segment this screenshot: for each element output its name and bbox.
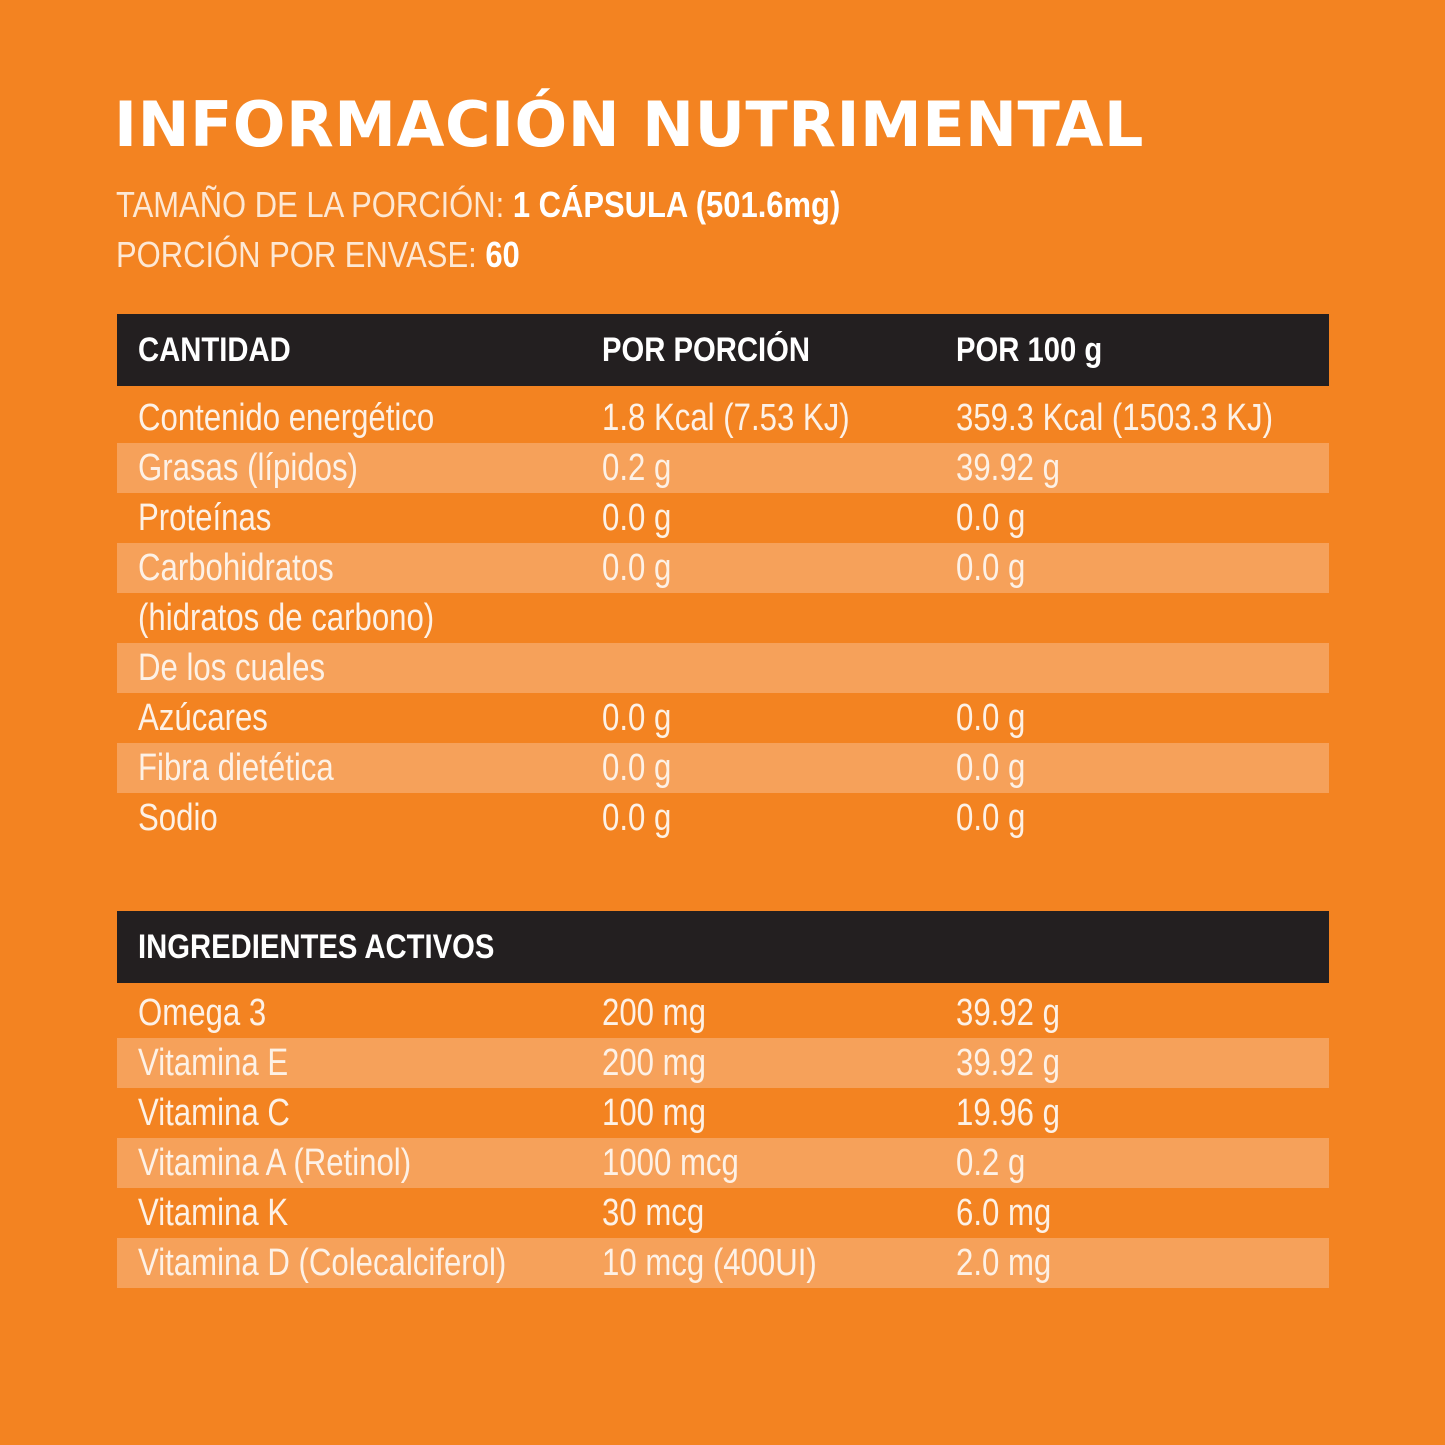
active-ingredient-row: Vitamina D (Colecalciferol) 10 mcg (400UI… <box>117 1238 1329 1288</box>
row-per-serving: 200 mg <box>602 1042 706 1084</box>
row-per-100g: 0.0 g <box>956 497 1026 539</box>
row-per-100g: 0.0 g <box>956 747 1026 789</box>
nutrition-row: Fibra dietética 0.0 g 0.0 g <box>117 743 1329 793</box>
servings-per-container-value: 60 <box>485 234 520 275</box>
row-per-serving: 0.0 g <box>602 747 672 789</box>
row-per-100g: 0.0 g <box>956 797 1026 839</box>
row-per-serving: 10 mcg (400UI) <box>602 1242 817 1284</box>
nutrition-row: (hidratos de carbono) <box>117 593 1329 643</box>
servings-per-container: PORCIÓN POR ENVASE: 60 <box>116 233 520 277</box>
page-title: INFORMACIÓN NUTRIMENTAL <box>114 88 1144 161</box>
row-label: Fibra dietética <box>138 747 334 789</box>
active-ingredients-header: INGREDIENTES ACTIVOS <box>117 911 1329 983</box>
active-ingredients-title: INGREDIENTES ACTIVOS <box>138 928 495 966</box>
serving-size-value: 1 CÁPSULA (501.6mg) <box>512 184 841 225</box>
row-per-serving: 0.0 g <box>602 497 672 539</box>
active-ingredients-table: INGREDIENTES ACTIVOS Omega 3 200 mg 39.92 … <box>117 911 1329 1288</box>
row-per-100g: 0.2 g <box>956 1142 1026 1184</box>
row-per-100g: 39.92 g <box>956 992 1060 1034</box>
serving-size: TAMAÑO DE LA PORCIÓN: 1 CÁPSULA (501.6mg… <box>116 183 840 227</box>
nutrition-table: CANTIDAD POR PORCIÓN POR 100 g Contenido… <box>117 314 1329 843</box>
row-per-serving: 0.0 g <box>602 697 672 739</box>
column-header-por-porcion: POR PORCIÓN <box>602 331 810 369</box>
row-per-100g: 0.0 g <box>956 697 1026 739</box>
column-header-por-100g: POR 100 g <box>956 331 1103 369</box>
row-label: Omega 3 <box>138 992 267 1034</box>
row-per-serving: 0.0 g <box>602 547 672 589</box>
active-ingredients-body: Omega 3 200 mg 39.92 g Vitamina E 200 mg 39.9… <box>117 988 1329 1288</box>
nutrition-row: Carbohidratos 0.0 g 0.0 g <box>117 543 1329 593</box>
column-header-cantidad: CANTIDAD <box>138 331 291 369</box>
active-ingredient-row: Omega 3 200 mg 39.92 g <box>117 988 1329 1038</box>
row-per-100g: 6.0 mg <box>956 1192 1052 1234</box>
row-label: (hidratos de carbono) <box>138 597 435 639</box>
nutrition-table-body: Contenido energético 1.8 Kcal (7.53 KJ) 35… <box>117 393 1329 843</box>
servings-per-container-label: PORCIÓN POR ENVASE: <box>116 234 477 275</box>
row-label: Vitamina C <box>138 1092 290 1134</box>
row-per-serving: 1000 mcg <box>602 1142 739 1184</box>
active-ingredient-row: Vitamina K 30 mcg 6.0 mg <box>117 1188 1329 1238</box>
serving-size-label: TAMAÑO DE LA PORCIÓN: <box>116 184 505 225</box>
row-per-100g: 359.3 Kcal (1503.3 KJ) <box>956 397 1273 439</box>
row-per-serving: 100 mg <box>602 1092 706 1134</box>
row-label: Vitamina A (Retinol) <box>138 1142 412 1184</box>
row-per-serving: 0.0 g <box>602 797 672 839</box>
row-per-serving: 0.2 g <box>602 447 672 489</box>
active-ingredient-row: Vitamina C 100 mg 19.96 g <box>117 1088 1329 1138</box>
active-ingredient-row: Vitamina E 200 mg 39.92 g <box>117 1038 1329 1088</box>
row-per-100g: 19.96 g <box>956 1092 1060 1134</box>
row-label: De los cuales <box>138 647 326 689</box>
row-per-serving: 1.8 Kcal (7.53 KJ) <box>602 397 850 439</box>
nutrition-row: Sodio 0.0 g 0.0 g <box>117 793 1329 843</box>
row-label: Proteínas <box>138 497 272 539</box>
row-label: Contenido energético <box>138 397 435 439</box>
row-per-100g: 2.0 mg <box>956 1242 1052 1284</box>
row-per-100g: 39.92 g <box>956 447 1060 489</box>
row-label: Grasas (lípidos) <box>138 447 358 489</box>
nutrition-row: Grasas (lípidos) 0.2 g 39.92 g <box>117 443 1329 493</box>
row-label: Vitamina D (Colecalciferol) <box>138 1242 507 1284</box>
nutrition-table-header: CANTIDAD POR PORCIÓN POR 100 g <box>117 314 1329 386</box>
row-per-serving: 30 mcg <box>602 1192 705 1234</box>
nutrition-row: Azúcares 0.0 g 0.0 g <box>117 693 1329 743</box>
nutrition-row: De los cuales <box>117 643 1329 693</box>
nutrition-row: Proteínas 0.0 g 0.0 g <box>117 493 1329 543</box>
row-per-100g: 0.0 g <box>956 547 1026 589</box>
row-per-100g: 39.92 g <box>956 1042 1060 1084</box>
row-label: Vitamina E <box>138 1042 289 1084</box>
row-label: Carbohidratos <box>138 547 334 589</box>
row-label: Sodio <box>138 797 218 839</box>
nutrition-row: Contenido energético 1.8 Kcal (7.53 KJ) 35… <box>117 393 1329 443</box>
row-label: Vitamina K <box>138 1192 289 1234</box>
row-per-serving: 200 mg <box>602 992 706 1034</box>
row-label: Azúcares <box>138 697 268 739</box>
active-ingredient-row: Vitamina A (Retinol) 1000 mcg 0.2 g <box>117 1138 1329 1188</box>
